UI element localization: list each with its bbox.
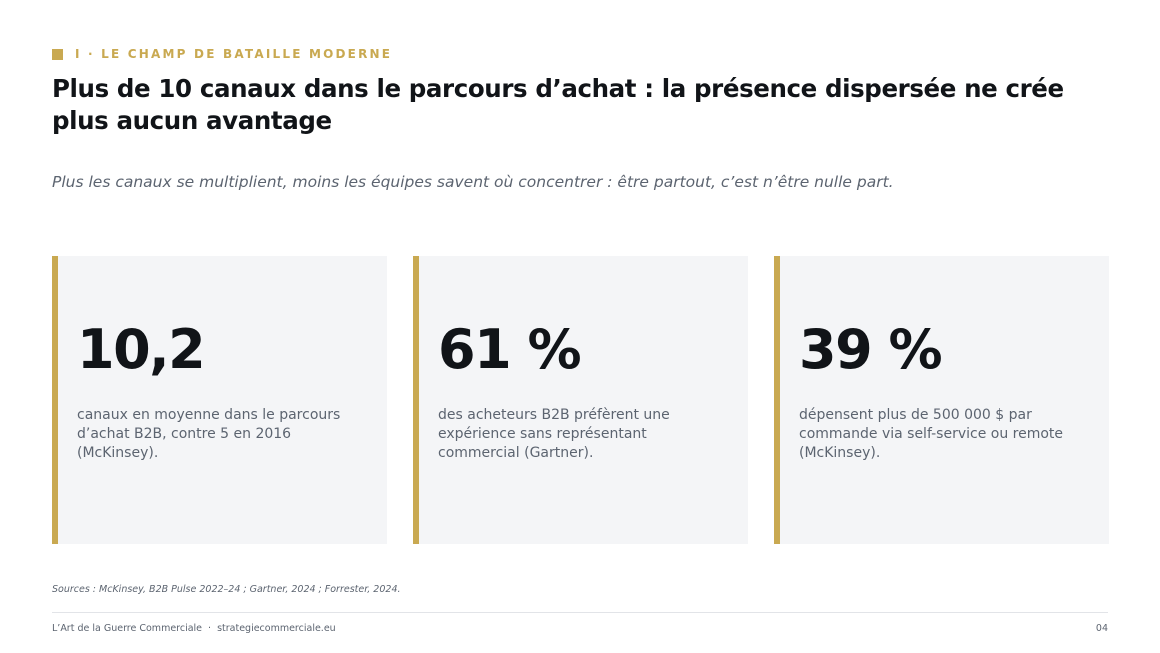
footer-brand-line: L’Art de la Guerre Commerciale · strategie… <box>52 623 336 634</box>
stat-description: dépensent plus de 500 000 $ par commande… <box>799 407 1064 461</box>
stat-card-self-service: 39 % dépensent plus de 500 000 $ par com… <box>774 256 1109 544</box>
page-number: 04 <box>1095 623 1108 634</box>
stat-value: 39 % <box>799 318 943 381</box>
slide-subtitle: Plus les canaux se multiplient, moins le… <box>52 173 894 191</box>
footer-separator: · <box>208 623 212 634</box>
footer-brand: L’Art de la Guerre Commerciale <box>52 623 203 634</box>
section-marker-square <box>52 48 63 60</box>
stat-card-channels: 10,2 canaux en moyenne dans le parcours … <box>52 256 387 544</box>
stat-value: 61 % <box>438 318 582 381</box>
footer-divider <box>52 612 1108 613</box>
section-label: I · LE CHAMP DE BATAILLE MODERNE <box>75 47 393 61</box>
slide-title: Plus de 10 canaux dans le parcours d’ach… <box>52 74 1064 135</box>
section-tag: I · LE CHAMP DE BATAILLE MODERNE <box>52 46 392 62</box>
stat-description: des acheteurs B2B préfèrent une expérien… <box>438 407 670 461</box>
sources-note: Sources : McKinsey, B2B Pulse 2022–24 ; … <box>52 584 401 595</box>
stat-cards: 10,2 canaux en moyenne dans le parcours … <box>52 256 1109 544</box>
stat-description: canaux en moyenne dans le parcours d’ach… <box>77 407 341 461</box>
footer-website: strategiecommerciale.eu <box>217 623 336 634</box>
stat-card-no-rep: 61 % des acheteurs B2B préfèrent une exp… <box>413 256 748 544</box>
stat-value: 10,2 <box>77 318 206 381</box>
